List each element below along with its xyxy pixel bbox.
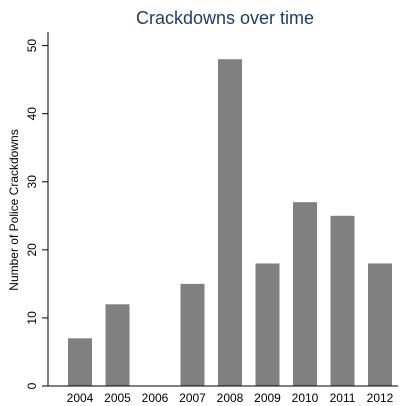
y-axis-ticks: 0 10 20 30 40 50	[25, 39, 48, 389]
x-tick-label: 2011	[330, 391, 356, 405]
x-axis-ticks: 2004 2005 2006 2007 2008 2009 2010 2011 2012	[67, 391, 394, 405]
x-tick-label: 2010	[292, 391, 319, 405]
bar-2010	[293, 202, 317, 386]
y-tick-label: 40	[25, 107, 39, 121]
bar-2012	[368, 263, 392, 386]
bar-2007	[180, 283, 205, 386]
y-tick-label: 0	[25, 382, 39, 389]
bar-2005	[105, 304, 130, 386]
y-axis-label: Number of Police Crackdowns	[7, 129, 21, 290]
bar-2008	[218, 59, 242, 386]
x-tick-label: 2004	[67, 391, 94, 405]
x-tick-label: 2008	[217, 391, 244, 405]
bars-group	[68, 59, 392, 386]
bar-2011	[330, 215, 355, 386]
y-tick-label: 30	[25, 175, 39, 189]
y-tick-label: 10	[25, 311, 39, 325]
x-tick-label: 2009	[254, 391, 281, 405]
y-tick-label: 50	[25, 39, 39, 53]
bar-2004	[68, 338, 92, 386]
x-tick-label: 2007	[179, 391, 206, 405]
chart-title: Crackdowns over time	[136, 8, 314, 28]
x-tick-label: 2012	[367, 391, 394, 405]
bar-2009	[255, 263, 280, 386]
y-tick-label: 20	[25, 243, 39, 257]
x-tick-label: 2005	[104, 391, 131, 405]
x-tick-label: 2006	[142, 391, 169, 405]
